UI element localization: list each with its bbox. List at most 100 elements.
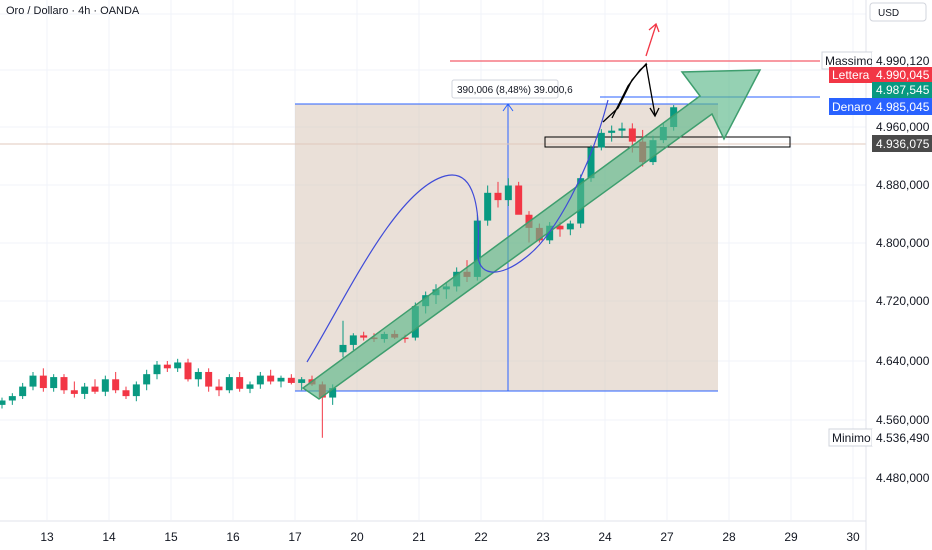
candle-up[interactable]	[19, 386, 27, 397]
candle-up[interactable]	[50, 377, 58, 389]
x-axis: 13 14 15 16 17 20 21 22 23 24 27 28 29 3…	[40, 530, 860, 544]
candle-up[interactable]	[132, 384, 140, 397]
candle-down[interactable]	[60, 377, 68, 391]
svg-text:4.985,045: 4.985,045	[876, 100, 930, 114]
candle-up[interactable]	[484, 192, 492, 221]
candle-down[interactable]	[184, 362, 192, 380]
y-tick-label: 4.480,000	[876, 471, 930, 485]
currency-box[interactable]	[869, 2, 927, 22]
candle-down[interactable]	[91, 386, 99, 392]
price-label-massimo: Massimo 4.990,120	[821, 51, 932, 70]
price-label-level: 4.936,075	[872, 135, 932, 152]
candle-up[interactable]	[546, 225, 554, 241]
trend-arrow[interactable]	[301, 69, 762, 400]
red-target-arrow	[645, 24, 657, 57]
svg-text:Massimo: Massimo	[825, 54, 873, 68]
candle-up[interactable]	[0, 400, 6, 405]
projection-up-path	[611, 63, 648, 119]
candle-up[interactable]	[618, 128, 626, 131]
candle-up[interactable]	[143, 374, 151, 385]
y-tick-label: 4.800,000	[876, 236, 930, 250]
candle-up[interactable]	[225, 377, 233, 391]
candle-up[interactable]	[174, 362, 182, 369]
svg-text:Lettera: Lettera	[832, 68, 870, 82]
candle-up[interactable]	[256, 375, 264, 385]
svg-text:4.987,545: 4.987,545	[876, 83, 930, 97]
candle-down[interactable]	[236, 377, 244, 389]
candle-down[interactable]	[628, 128, 636, 142]
svg-text:4.990,045: 4.990,045	[876, 68, 930, 82]
measure-label: 390,006 (8,48%) 39.000,6	[457, 85, 573, 96]
y-tick-label: 4.880,000	[876, 178, 930, 192]
svg-text:Minimo: Minimo	[832, 431, 871, 445]
candle-down[interactable]	[267, 375, 275, 382]
x-tick-label: 14	[102, 530, 116, 544]
y-axis: 4.960,000 4.880,000 4.800,000 4.720,000 …	[876, 120, 930, 485]
candle-up[interactable]	[8, 396, 16, 401]
candle-up[interactable]	[566, 223, 574, 230]
candle-down[interactable]	[163, 364, 171, 369]
candle-up[interactable]	[81, 386, 89, 394]
svg-text:4.536,490: 4.536,490	[876, 431, 930, 445]
y-tick-label: 4.560,000	[876, 413, 930, 427]
candle-down[interactable]	[112, 379, 120, 391]
candle-down[interactable]	[494, 192, 502, 201]
price-label-last: 4.987,545	[872, 82, 932, 98]
x-tick-label: 22	[474, 530, 488, 544]
pattern-curve	[306, 99, 609, 363]
x-tick-label: 29	[784, 530, 798, 544]
y-tick-label: 4.720,000	[876, 294, 930, 308]
x-tick-label: 27	[660, 530, 674, 544]
x-tick-label: 17	[288, 530, 302, 544]
candle-up[interactable]	[597, 132, 605, 148]
projection-down-arrowhead	[649, 107, 660, 118]
candle-down[interactable]	[122, 390, 130, 397]
x-tick-label: 13	[40, 530, 54, 544]
x-tick-label: 24	[598, 530, 612, 544]
price-label-denaro: Denaro 4.985,045	[829, 98, 932, 115]
candle-up[interactable]	[298, 379, 306, 383]
candle-down[interactable]	[515, 185, 523, 215]
currency-label: USD	[878, 8, 899, 19]
chart-title: Oro / Dollaro · 4h · OANDA	[6, 5, 140, 17]
candle-up[interactable]	[101, 379, 109, 392]
x-tick-label: 30	[846, 530, 860, 544]
x-tick-label: 23	[536, 530, 550, 544]
candle-up[interactable]	[504, 185, 512, 201]
candle-up[interactable]	[473, 220, 481, 277]
y-tick-label: 4.640,000	[876, 354, 930, 368]
price-label-minimo: Minimo 4.536,490	[828, 428, 932, 447]
candle-up[interactable]	[194, 371, 202, 380]
candle-up[interactable]	[587, 147, 595, 179]
x-tick-label: 20	[350, 530, 364, 544]
x-tick-label: 15	[164, 530, 178, 544]
candle-down[interactable]	[360, 335, 368, 338]
svg-text:4.936,075: 4.936,075	[876, 137, 930, 151]
candle-up[interactable]	[246, 384, 254, 389]
candle-up[interactable]	[153, 364, 161, 375]
candle-up[interactable]	[339, 344, 347, 353]
candle-up[interactable]	[608, 130, 616, 133]
candle-down[interactable]	[215, 386, 223, 391]
y-tick-label: 4.960,000	[876, 120, 930, 134]
candle-down[interactable]	[70, 390, 78, 394]
candle-down[interactable]	[205, 371, 213, 387]
candle-up[interactable]	[349, 335, 357, 345]
candle-up[interactable]	[29, 375, 37, 387]
candle-up[interactable]	[329, 388, 337, 398]
x-tick-label: 16	[226, 530, 240, 544]
svg-text:4.990,120: 4.990,120	[876, 54, 930, 68]
x-tick-label: 28	[722, 530, 736, 544]
x-tick-label: 21	[412, 530, 426, 544]
measure-arrow-head	[502, 103, 514, 112]
candle-down[interactable]	[39, 375, 47, 389]
candle-down[interactable]	[401, 337, 409, 340]
candle-up[interactable]	[277, 377, 285, 382]
price-label-lettera: Lettera 4.990,045	[829, 67, 932, 83]
candle-down[interactable]	[556, 225, 564, 230]
red-arrow-head	[648, 22, 660, 33]
candle-down[interactable]	[287, 377, 295, 383]
measure-label-box	[451, 79, 559, 99]
svg-text:Denaro: Denaro	[832, 100, 872, 114]
